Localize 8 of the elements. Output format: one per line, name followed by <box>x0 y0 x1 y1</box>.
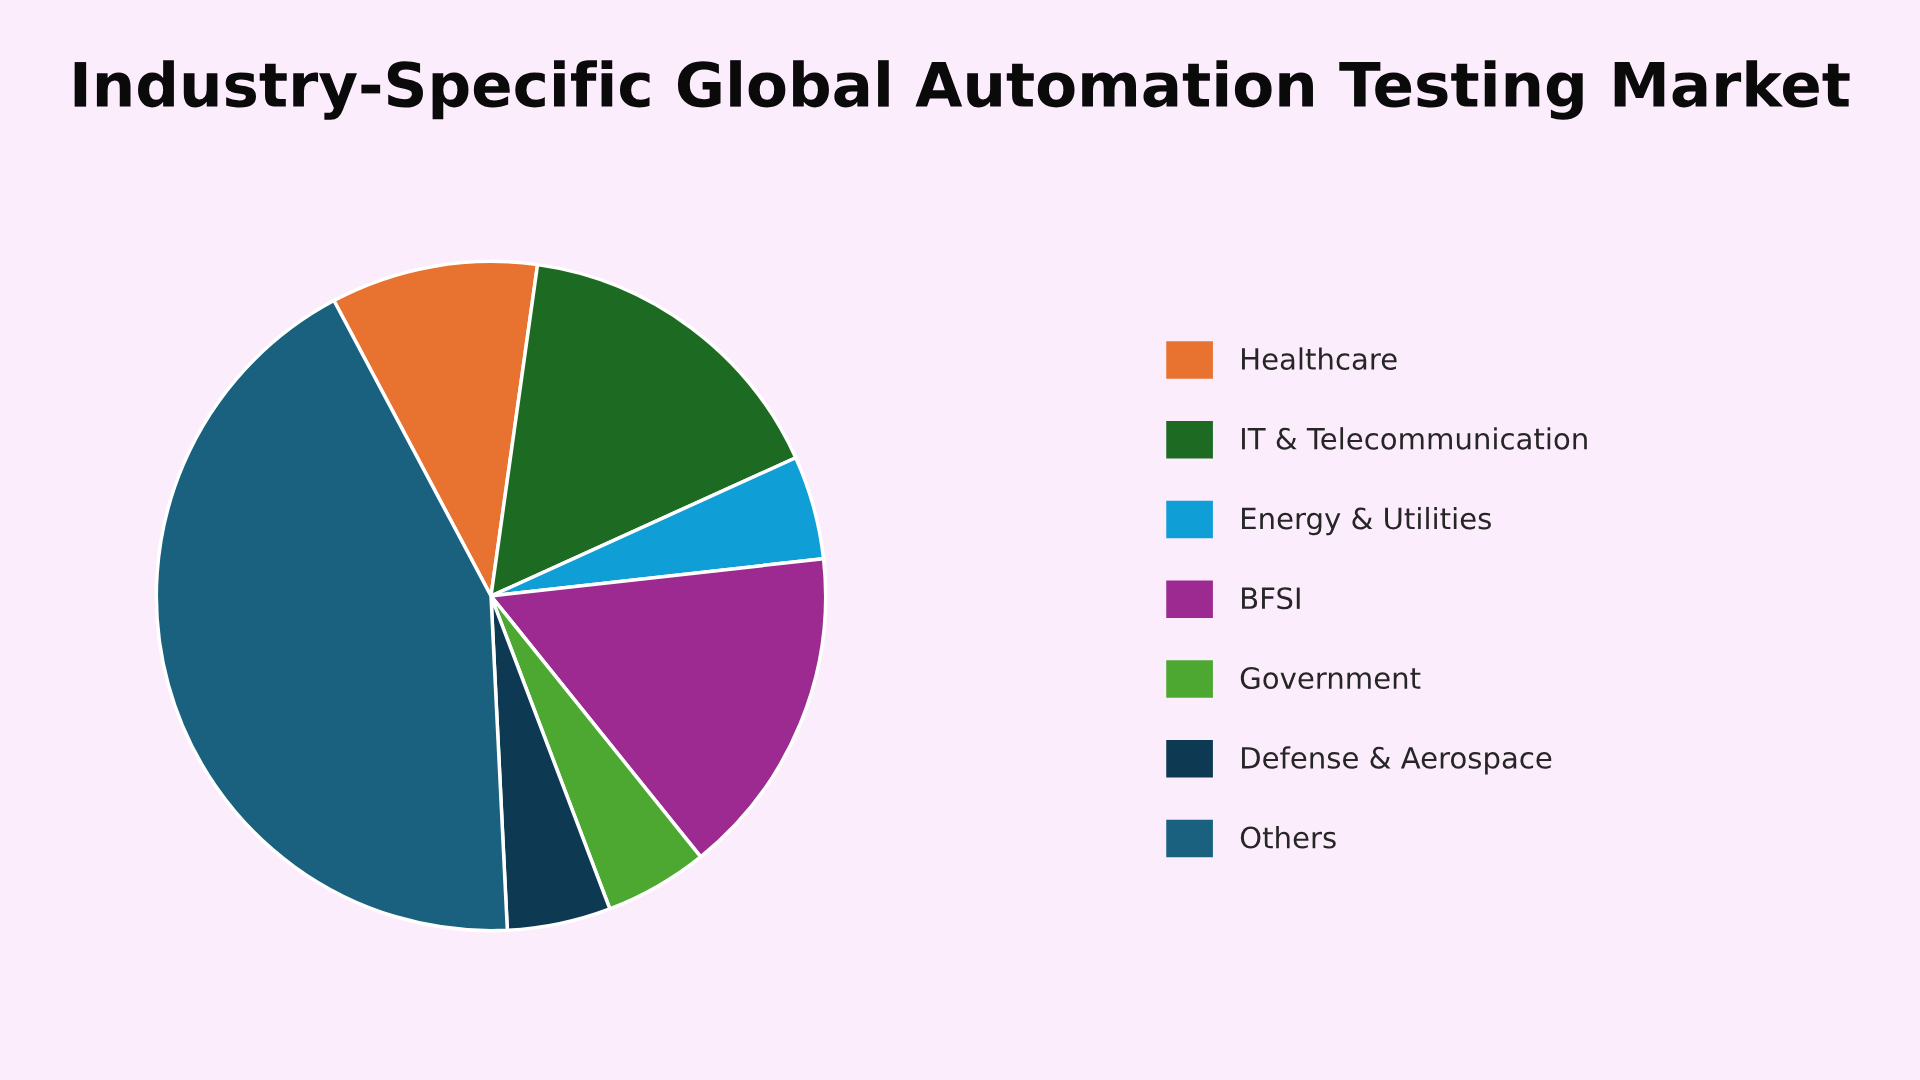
legend-label: BFSI <box>1242 587 1300 610</box>
legend-label: Others <box>1240 826 1336 849</box>
legend-label: Energy & Utilities <box>1242 506 1491 536</box>
legend-label: Government <box>1240 666 1421 690</box>
legend-label: IT & Telecommunication <box>1242 427 1587 450</box>
chart-title: Industry-Specific Global Automation Testing Market <box>74 60 1850 120</box>
legend-label: Defense & Aerospace <box>1242 746 1552 775</box>
legend-label: Healthcare <box>1242 347 1397 370</box>
